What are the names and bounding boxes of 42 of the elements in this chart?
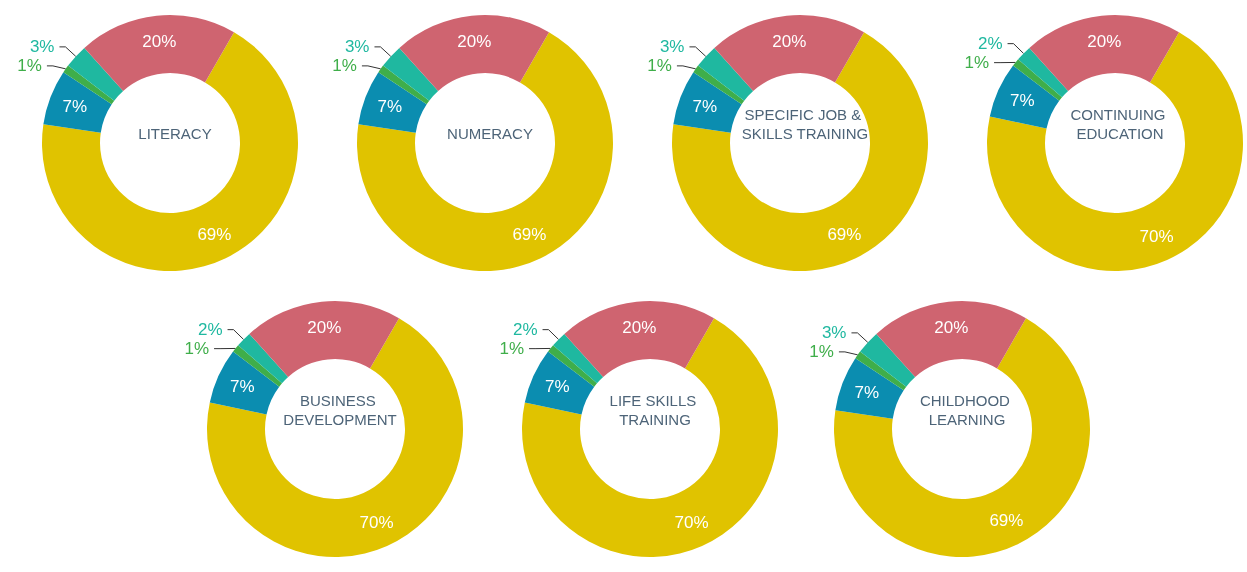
data-label: 70% (1139, 226, 1174, 246)
data-label: 7% (854, 382, 880, 402)
data-label: 69% (989, 511, 1024, 531)
text: CONTINUING EDUCATION (1070, 106, 1170, 142)
data-label: 2% (977, 34, 1003, 54)
data-label: 1% (332, 56, 357, 76)
data-label: 3% (29, 37, 55, 57)
data-label: 20% (772, 32, 807, 52)
data-label: 1% (499, 339, 525, 359)
data-label: 20% (142, 32, 177, 52)
data-label: 3% (821, 323, 847, 343)
data-label: 69% (827, 225, 862, 245)
text: LIFE SKILLS TRAINING (609, 392, 701, 428)
text: SPECIFIC JOB & SKILLS TRAINING (741, 106, 869, 142)
data-label: 2% (512, 320, 538, 340)
data-label: 1% (809, 342, 834, 362)
data-label: 7% (377, 96, 403, 116)
data-label: 69% (512, 225, 547, 245)
text: BUSINESS DEVELOPMENT (283, 392, 397, 428)
data-label: 7% (229, 377, 255, 397)
text: LITERACY (138, 125, 212, 142)
data-label: 20% (307, 318, 342, 338)
text: NUMERACY (447, 125, 533, 142)
data-label: 1% (17, 56, 42, 76)
data-label: 1% (647, 56, 672, 76)
data-label: 70% (359, 512, 394, 532)
data-label: 20% (622, 318, 657, 338)
data-label: 20% (457, 32, 492, 52)
data-label: 70% (674, 512, 709, 532)
data-label: 20% (1087, 32, 1122, 52)
data-label: 7% (1009, 91, 1035, 111)
text: CHILDHOOD LEARNING (919, 392, 1015, 428)
data-label: 69% (197, 225, 232, 245)
data-label: 2% (197, 320, 223, 340)
data-label: 7% (692, 96, 718, 116)
data-label: 3% (344, 37, 370, 57)
data-label: 1% (184, 339, 210, 359)
data-label: 7% (544, 377, 570, 397)
data-label: 20% (934, 318, 969, 338)
data-label: 3% (659, 37, 685, 57)
data-label: 1% (964, 53, 990, 73)
data-label: 7% (62, 96, 88, 116)
